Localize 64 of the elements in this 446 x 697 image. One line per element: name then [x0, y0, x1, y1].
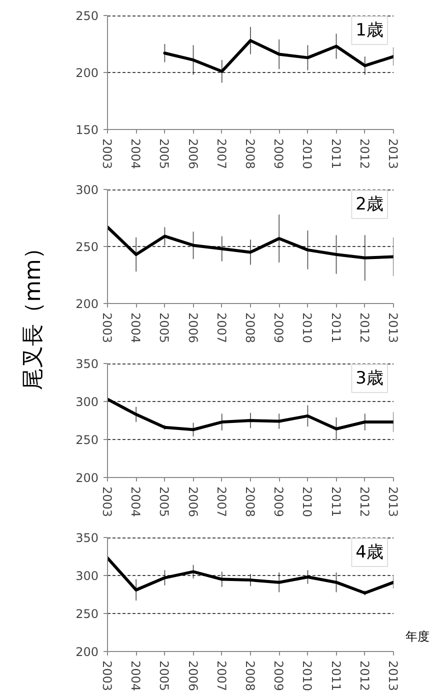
x-tick-label: 2006 [186, 138, 200, 170]
y-tick-label: 200 [76, 645, 98, 659]
x-tick-label: 2005 [157, 660, 172, 692]
x-tick-label: 2011 [328, 486, 343, 518]
x-tick-label: 2004 [128, 138, 143, 170]
y-tick-label: 250 [76, 433, 98, 447]
x-tick-label: 2008 [243, 660, 257, 692]
x-axis-title: 年度 [406, 629, 430, 644]
annotation: 2歳 [356, 194, 384, 214]
x-tick-label: 2013 [386, 138, 400, 170]
y-tick-label: 200 [76, 297, 98, 311]
x-tick-label: 2012 [357, 660, 372, 692]
x-tick-label: 2013 [386, 486, 400, 518]
y-tick-label: 250 [76, 240, 98, 254]
x-tick-label: 2009 [272, 486, 286, 518]
x-tick-label: 2005 [157, 486, 172, 518]
x-tick-label: 2010 [300, 486, 314, 518]
y-tick-label: 300 [76, 395, 98, 409]
x-tick-label: 2010 [300, 660, 314, 692]
x-tick-label: 2011 [328, 660, 343, 692]
y-tick-label: 350 [76, 357, 98, 371]
x-tick-label: 2007 [214, 486, 228, 518]
annotation: 1歳 [356, 20, 384, 40]
x-tick-label: 2003 [100, 312, 114, 344]
x-tick-label: 2009 [272, 138, 286, 170]
x-tick-label: 2007 [214, 138, 228, 170]
x-tick-label: 2012 [357, 486, 372, 518]
annotation: 4歳 [356, 542, 384, 562]
x-tick-label: 2004 [128, 660, 143, 692]
x-tick-label: 2010 [300, 138, 314, 170]
annotation: 3歳 [356, 368, 384, 388]
x-tick-label: 2003 [100, 138, 114, 170]
x-tick-label: 2013 [386, 312, 400, 344]
y-tick-label: 300 [76, 183, 98, 197]
x-tick-label: 2003 [100, 486, 114, 518]
y-tick-label: 200 [76, 66, 98, 80]
x-tick-label: 2008 [243, 138, 257, 170]
x-tick-label: 2007 [214, 660, 228, 692]
x-tick-label: 2011 [328, 138, 343, 170]
y-tick-label: 250 [76, 9, 98, 23]
y-tick-label: 150 [76, 123, 98, 137]
x-tick-label: 2010 [300, 312, 314, 344]
y-tick-label: 250 [76, 607, 98, 621]
x-tick-label: 2009 [272, 660, 286, 692]
y-tick-label: 200 [76, 471, 98, 485]
x-tick-label: 2012 [357, 312, 372, 344]
x-tick-label: 2005 [157, 138, 172, 170]
x-tick-label: 2009 [272, 312, 286, 344]
x-tick-label: 2004 [128, 486, 143, 518]
x-tick-label: 2008 [243, 486, 257, 518]
x-tick-label: 2008 [243, 312, 257, 344]
x-tick-label: 2003 [100, 660, 114, 692]
y-tick-label: 300 [76, 569, 98, 583]
x-tick-label: 2005 [157, 312, 172, 344]
x-tick-label: 2011 [328, 312, 343, 344]
x-tick-label: 2012 [357, 138, 372, 170]
x-tick-label: 2006 [186, 660, 200, 692]
x-tick-label: 2006 [186, 312, 200, 344]
y-axis-title: 尾叉長（mm） [21, 237, 46, 390]
y-tick-label: 350 [76, 531, 98, 545]
x-tick-label: 2007 [214, 312, 228, 344]
x-tick-label: 2006 [186, 486, 200, 518]
x-tick-label: 2013 [386, 660, 400, 692]
x-tick-label: 2004 [128, 312, 143, 344]
